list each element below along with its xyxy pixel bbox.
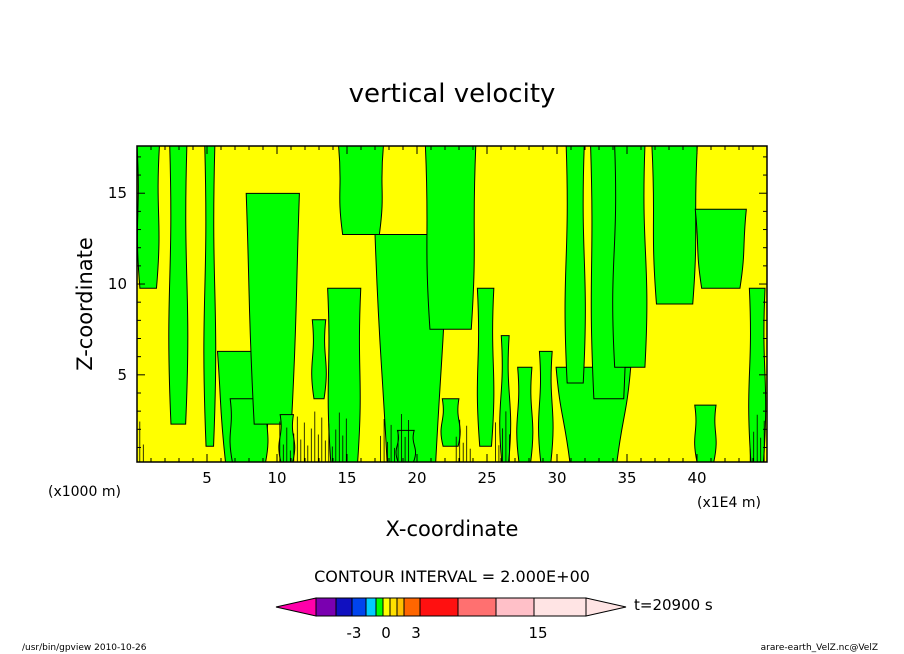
x-axis-label: X-coordinate bbox=[386, 517, 519, 541]
time-label: t=20900 s bbox=[634, 596, 713, 614]
negative-plume-22 bbox=[612, 145, 648, 368]
y-unit-label: (x1000 m) bbox=[48, 484, 121, 500]
x-tick-label-20: 20 bbox=[407, 469, 426, 487]
negative-plume-10 bbox=[338, 145, 384, 235]
negative-plume-6 bbox=[245, 192, 300, 425]
colorbar-tick-1: -3 bbox=[347, 624, 362, 642]
x-axis-ticks: 5 10 15 20 25 30 35 40 bbox=[150, 146, 754, 487]
colorbar-tick-3: 3 bbox=[411, 624, 421, 642]
colorbar-swatch-3 bbox=[351, 597, 367, 617]
negative-plume-9 bbox=[327, 287, 362, 463]
x-unit-label: (x1E4 m) bbox=[697, 495, 761, 511]
x-tick-label-5: 5 bbox=[202, 469, 212, 487]
colorbar-low-arrow bbox=[275, 597, 317, 617]
y-axis-ticks: 5 10 15 bbox=[108, 156, 767, 448]
colorbar-swatch-12 bbox=[495, 597, 535, 617]
colorbar-high-arrow bbox=[585, 597, 627, 617]
plot-area bbox=[136, 145, 768, 463]
negative-plume-3 bbox=[203, 145, 217, 447]
negative-plume-2 bbox=[168, 145, 189, 425]
colorbar-swatch-13 bbox=[533, 597, 587, 617]
negative-plume-1 bbox=[136, 145, 160, 289]
negative-plume-8 bbox=[311, 319, 327, 400]
colorbar bbox=[275, 597, 627, 617]
x-tick-label-10: 10 bbox=[267, 469, 286, 487]
negative-plume-17 bbox=[516, 366, 534, 463]
colorbar-swatch-4 bbox=[365, 597, 377, 617]
plot-frame bbox=[136, 145, 768, 463]
negative-plume-13 bbox=[424, 145, 477, 330]
footer-left: /usr/bin/gpview 2010-10-26 bbox=[22, 643, 147, 653]
contour-interval-text: CONTOUR INTERVAL = 2.000E+00 bbox=[314, 567, 590, 586]
negative-plume-25 bbox=[694, 404, 717, 463]
negative-plume-26 bbox=[748, 287, 767, 463]
negative-plume-18 bbox=[538, 350, 554, 463]
colorbar-ticks: -3 0 3 15 bbox=[347, 624, 548, 642]
colorbar-tick-2: 0 bbox=[381, 624, 391, 642]
negative-plume-15 bbox=[476, 287, 495, 447]
colorbar-swatch-10 bbox=[419, 597, 459, 617]
negative-plume-24 bbox=[694, 208, 747, 289]
negative-plume-20 bbox=[564, 145, 586, 384]
chart-title: vertical velocity bbox=[349, 79, 556, 109]
negative-plume-12 bbox=[395, 429, 417, 463]
x-tick-label-15: 15 bbox=[337, 469, 356, 487]
y-tick-label-5: 5 bbox=[117, 366, 127, 384]
colorbar-swatch-8 bbox=[396, 597, 405, 617]
colorbar-swatch-7 bbox=[389, 597, 398, 617]
x-tick-label-30: 30 bbox=[547, 469, 566, 487]
colorbar-swatch-1 bbox=[315, 597, 337, 617]
colorbar-tick-4: 15 bbox=[528, 624, 547, 642]
footer-right: arare-earth_VelZ.nc@VelZ bbox=[761, 643, 878, 653]
colorbar-swatch-5 bbox=[375, 597, 384, 617]
x-tick-label-25: 25 bbox=[477, 469, 496, 487]
surface-contours bbox=[139, 411, 765, 462]
y-tick-label-10: 10 bbox=[108, 275, 127, 293]
colorbar-swatch-6 bbox=[382, 597, 391, 617]
negative-plume-23 bbox=[651, 145, 698, 305]
x-tick-label-35: 35 bbox=[617, 469, 636, 487]
y-tick-label-15: 15 bbox=[108, 184, 127, 202]
negative-plume-14 bbox=[440, 398, 461, 447]
y-axis-label: Z-coordinate bbox=[73, 237, 97, 371]
colorbar-swatch-9 bbox=[403, 597, 421, 617]
x-tick-label-40: 40 bbox=[687, 469, 706, 487]
colorbar-swatch-2 bbox=[335, 597, 353, 617]
colorbar-swatch-11 bbox=[457, 597, 497, 617]
